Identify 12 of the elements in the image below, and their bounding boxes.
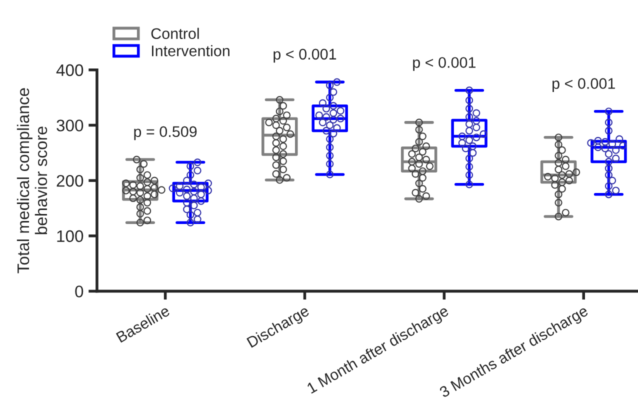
y-tick-label: 100 <box>57 230 84 242</box>
legend-label: Intervention <box>152 45 230 56</box>
legend-label: Control <box>151 28 199 40</box>
annotation: p < 0.001 <box>413 57 476 71</box>
y-tick-label: 400 <box>56 64 84 76</box>
y-axis-title: Total medical compliance behavior score <box>16 88 48 274</box>
annotation: p < 0.001 <box>552 78 615 92</box>
y-tick-label: 300 <box>56 120 84 132</box>
text: p < 0.001 <box>274 48 336 63</box>
annotation: p = 0.509 <box>134 126 197 140</box>
y-tick-label: 0 <box>75 286 84 298</box>
y-tick-label: 200 <box>56 174 84 187</box>
